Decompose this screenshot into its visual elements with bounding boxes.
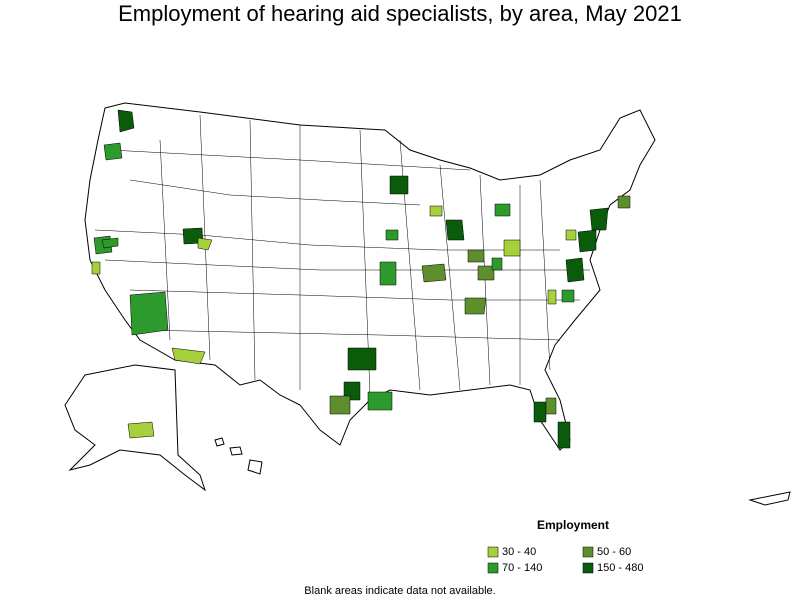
puerto-rico [748,491,791,506]
legend-label: 30 - 40 [502,546,536,558]
note: Blank areas indicate data not available. [304,585,495,597]
employment-area [101,237,119,249]
map [64,102,791,506]
hawaii [214,437,263,475]
legend: Employment 30 - 40 50 - 60 70 - 140 150 - 4… [487,518,643,574]
employment-area [445,219,465,241]
map-title: Employment of hearing aid specialists, b… [118,1,682,26]
employment-areas [91,109,631,449]
employment-area [533,401,547,423]
employment-area [171,347,206,365]
employment-area [477,265,495,281]
employment-area [491,257,503,271]
legend-swatch [582,562,594,574]
employment-area [367,391,393,411]
employment-area [421,263,447,283]
legend-swatch [487,562,499,574]
employment-area [347,347,377,371]
employment-area [464,297,487,315]
employment-area [589,207,609,231]
employment-area [91,261,101,275]
legend-label: 50 - 60 [597,546,631,558]
area-borders [94,114,590,396]
legend-label: 150 - 480 [597,562,643,574]
employment-area [494,203,511,217]
employment-area [565,257,585,283]
employment-area [545,397,557,415]
employment-area [197,237,213,251]
employment-area [329,395,351,415]
employment-area [343,381,361,401]
employment-area [561,289,575,303]
employment-area [103,142,123,161]
employment-area [127,421,155,439]
employment-area [557,421,571,449]
employment-area [503,239,521,257]
employment-area [385,229,399,241]
employment-area [547,289,557,305]
legend-label: 70 - 140 [502,562,542,574]
employment-area [467,249,485,263]
employment-area [565,229,577,241]
legend-swatch [582,546,594,558]
employment-area [389,175,409,195]
employment-area [129,291,169,336]
legend-swatch [487,546,499,558]
employment-area [117,109,135,133]
employment-area [379,261,397,286]
employment-area [617,195,631,209]
legend-title: Employment [537,518,609,532]
legend-items: 30 - 40 50 - 60 70 - 140 150 - 480 [487,546,643,574]
employment-area [429,205,443,217]
employment-area [577,229,597,253]
